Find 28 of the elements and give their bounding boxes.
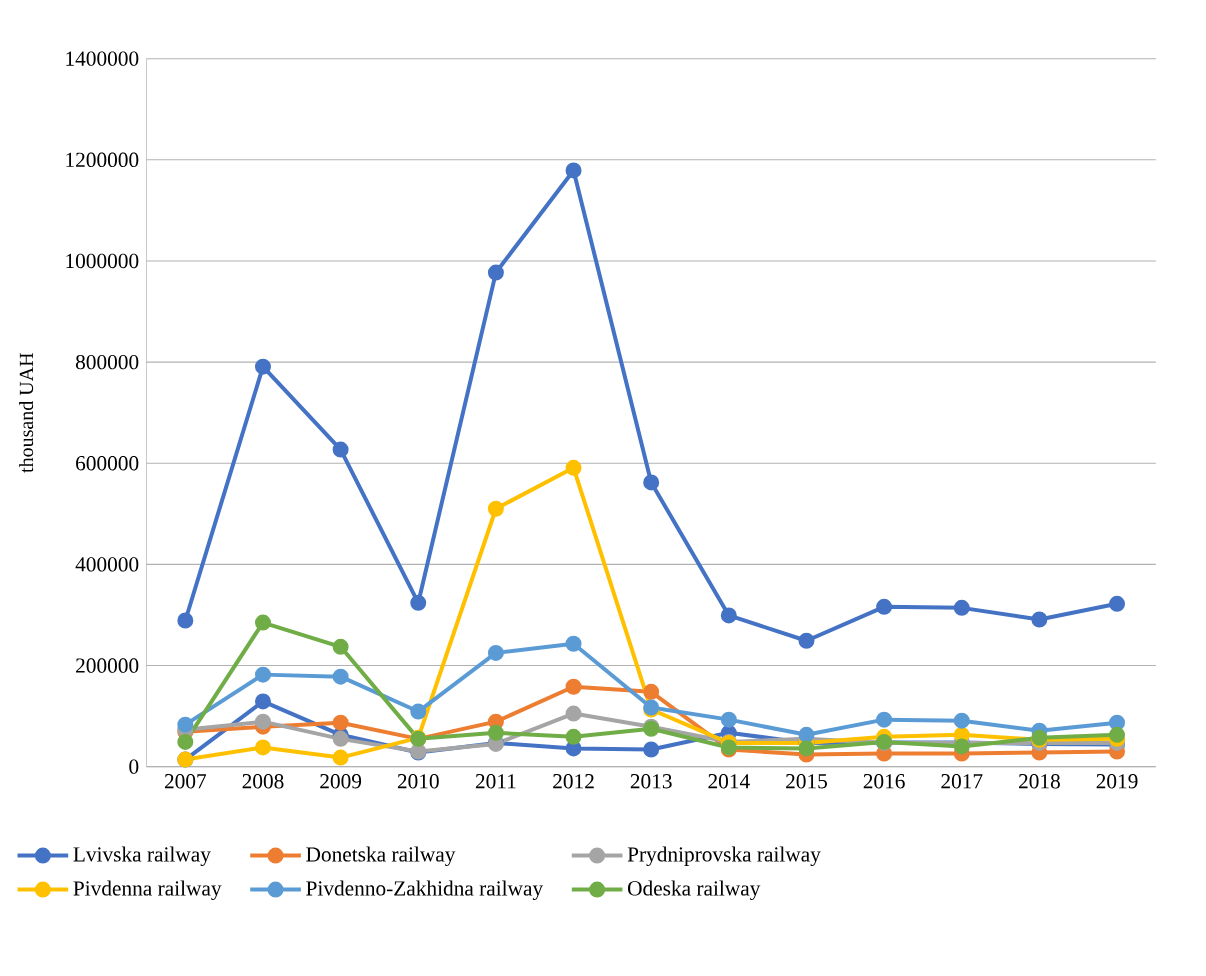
y-tick-label: 1000000 (66, 253, 139, 269)
legend-label: Pivdenna railway (73, 880, 222, 901)
x-tick-label: 2007 (164, 774, 207, 789)
y-tick-label: 1200000 (66, 152, 139, 168)
x-tick-label: 2013 (630, 774, 672, 789)
x-tick-label: 2010 (397, 774, 439, 789)
legend-label: Pivdenno-Zakhidna railway (306, 880, 544, 901)
y-tick-label: 400000 (75, 557, 139, 572)
x-tick-label: 2008 (242, 774, 284, 789)
x-tick-label: 2019 (1096, 774, 1138, 789)
y-tick-label: 1400000 (66, 51, 139, 66)
legend-label: Donetska railway (306, 846, 456, 867)
y-tick-label: 800000 (75, 354, 139, 370)
y-tick-label: 0 (129, 759, 139, 774)
x-tick-label: 2016 (863, 774, 905, 789)
legend-label: Prydniprovska railway (627, 846, 821, 867)
x-tick-label: 2011 (475, 774, 516, 789)
x-tick-label: 2009 (320, 774, 362, 789)
x-tick-label: 2017 (941, 774, 983, 789)
y-tick-label: 200000 (76, 658, 139, 673)
y-axis-title: thousand UAH (19, 353, 34, 473)
x-tick-label: 2018 (1019, 774, 1060, 789)
legend-label: Lvivska railway (73, 846, 211, 867)
legend-label: Odeska railway (628, 880, 761, 901)
x-tick-label: 2012 (553, 774, 594, 789)
x-tick-label: 2014 (708, 774, 750, 789)
y-tick-label: 600000 (76, 456, 139, 471)
x-tick-label: 2015 (786, 774, 827, 789)
